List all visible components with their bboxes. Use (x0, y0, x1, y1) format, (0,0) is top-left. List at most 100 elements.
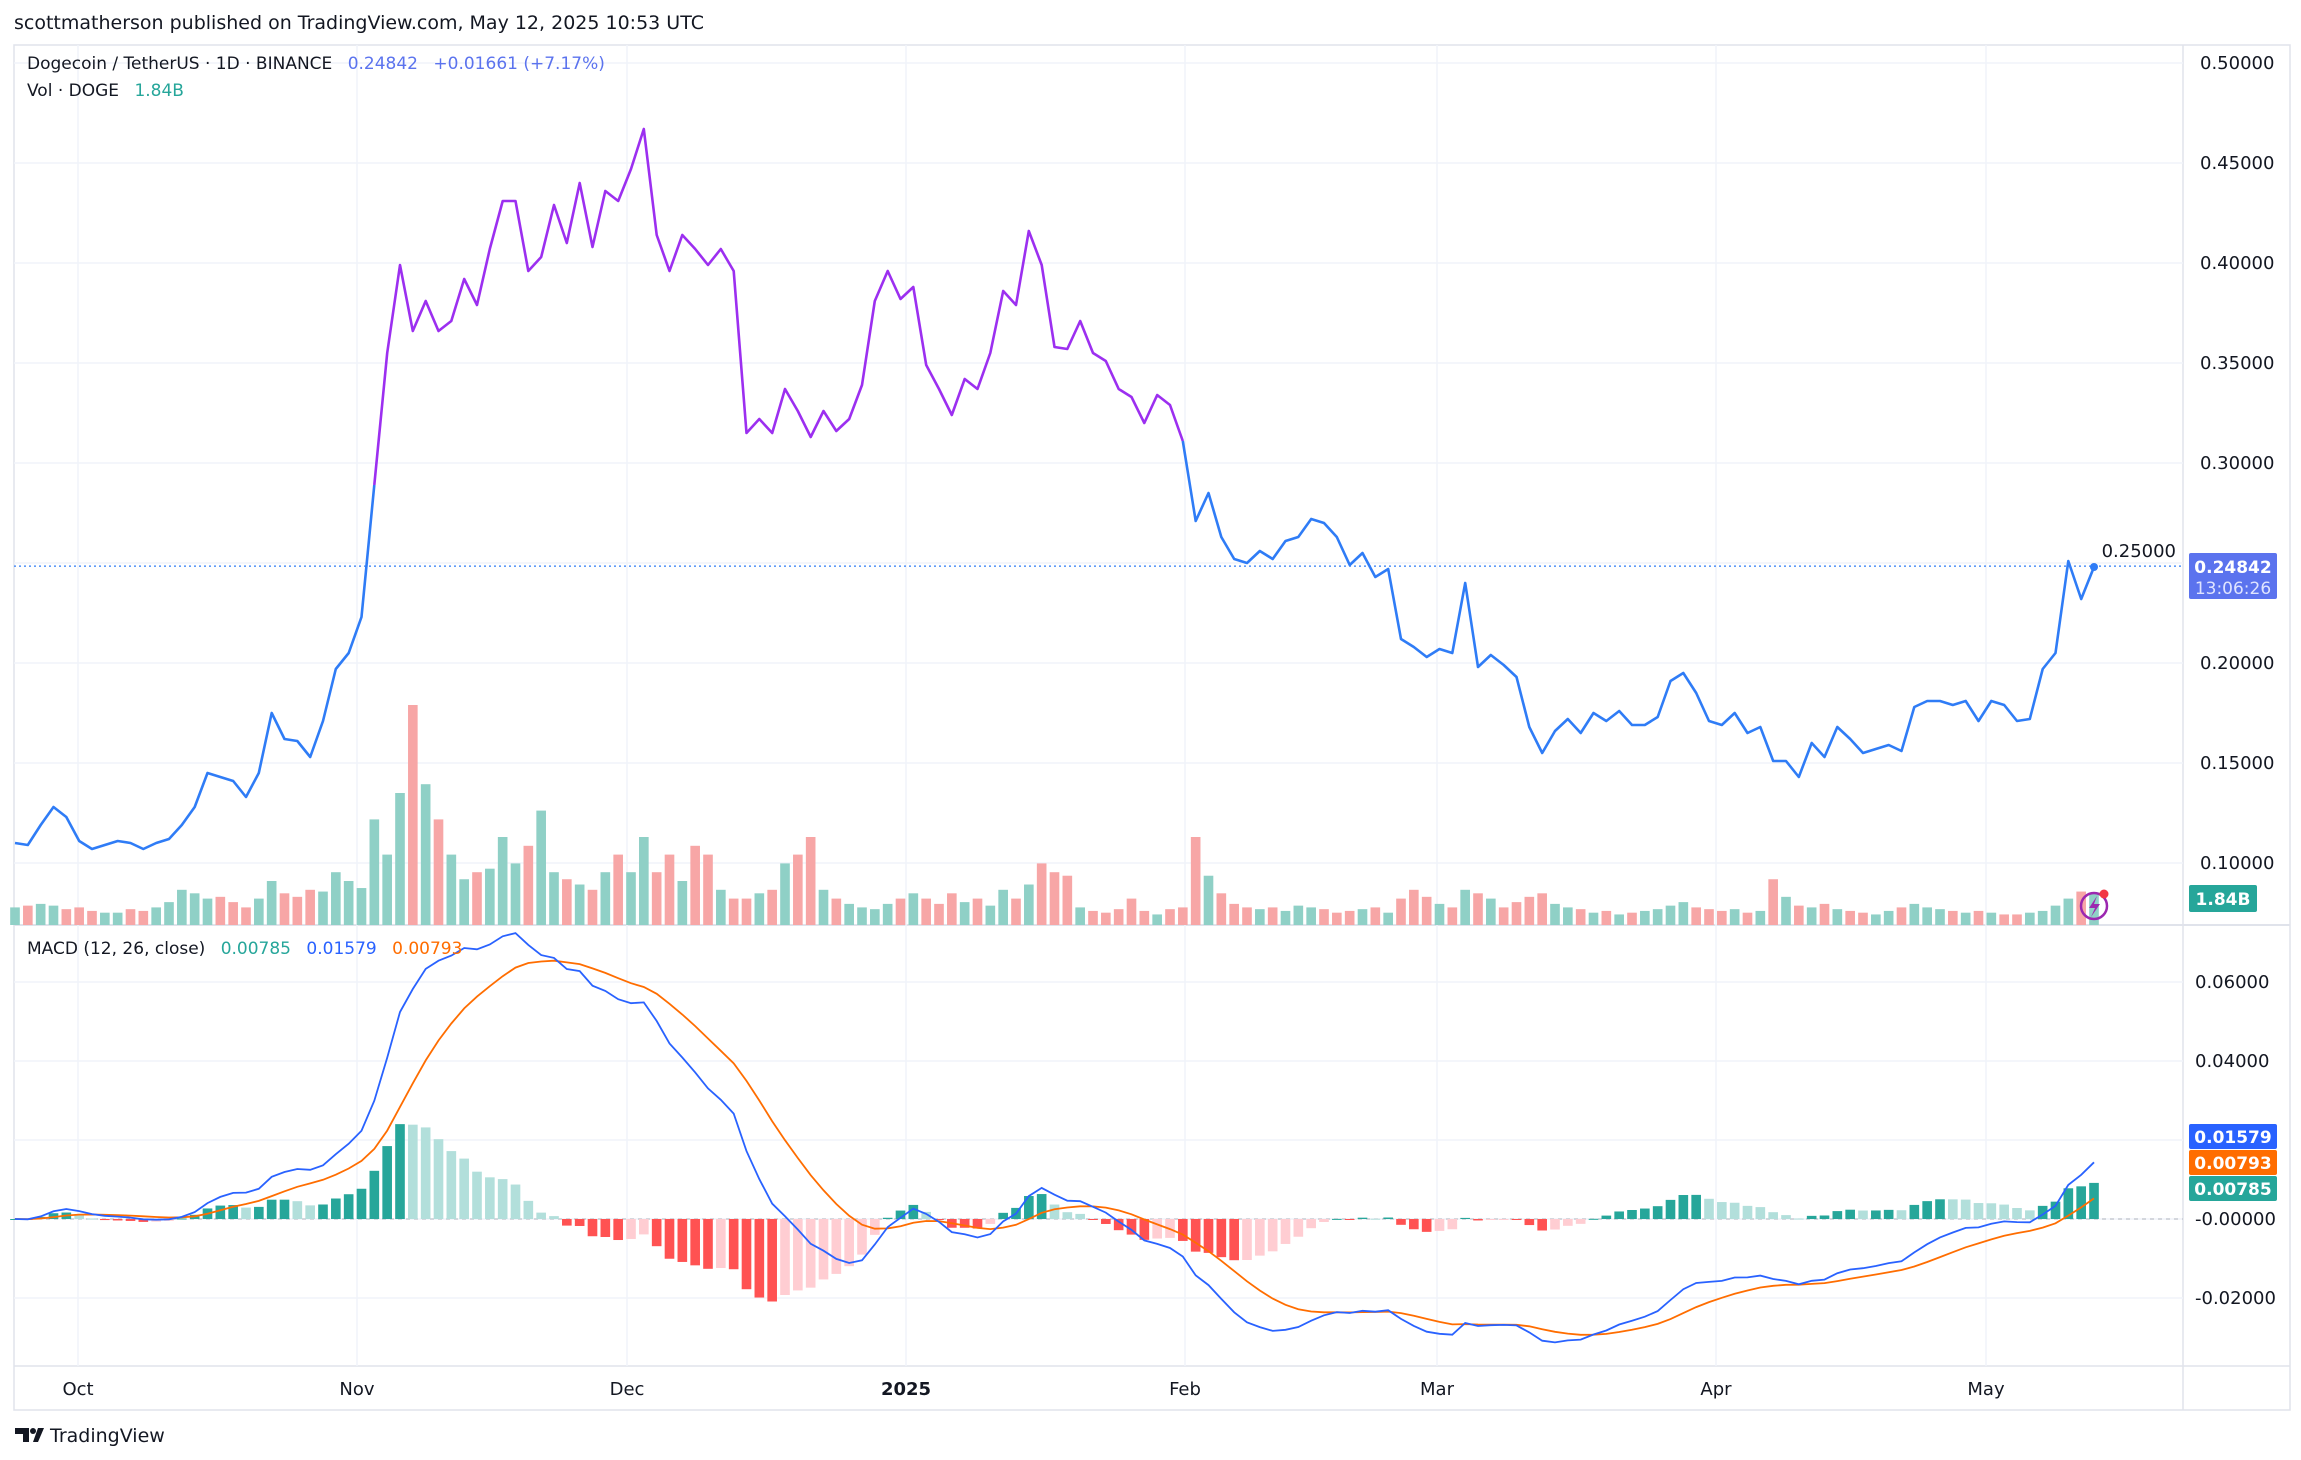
volume-bar (241, 907, 251, 925)
macd-histogram-bar (1306, 1219, 1316, 1229)
macd-histogram-bar (844, 1219, 854, 1267)
volume-bar (1498, 907, 1509, 925)
volume-badge-value: 1.84B (2196, 890, 2251, 910)
macd-histogram-bar (472, 1171, 482, 1219)
macd-histogram-bar (1819, 1215, 1830, 1219)
macd-histogram-bar (74, 1215, 84, 1219)
symbol-legend[interactable]: Dogecoin / TetherUS · 1D · BINANCE 0.248… (27, 54, 605, 74)
volume-bar (857, 907, 867, 925)
macd-histogram-bar (497, 1179, 508, 1219)
volume-bar (677, 881, 688, 925)
volume-bar (510, 863, 521, 925)
volume-bar (1101, 912, 1111, 925)
macd-histogram-bar (1473, 1219, 1483, 1221)
volume-bar (1973, 910, 1984, 925)
volume-bar (369, 819, 380, 925)
macd-histogram-bar (1178, 1219, 1188, 1241)
tradingview-logo-icon (15, 1428, 29, 1442)
volume-bar (1909, 903, 1920, 925)
lightning-icon[interactable] (2079, 889, 2109, 921)
signal-badge: 0.00793 (2194, 1154, 2271, 1174)
price-tick-label: 0.35000 (2200, 353, 2274, 374)
volume-bar (1383, 912, 1393, 925)
volume-bar (2025, 912, 2035, 925)
volume-bar (1729, 909, 1740, 925)
macd-histogram-bar (1024, 1196, 1034, 1219)
macd-histogram-bar (1434, 1219, 1445, 1231)
macd-histogram-bar (562, 1219, 572, 1226)
macd-histogram-bar (780, 1219, 790, 1295)
macd-histogram-bar (1255, 1219, 1265, 1256)
macd-histogram-bar (1396, 1219, 1406, 1225)
volume-bar (433, 819, 444, 925)
macd-histogram-bar (138, 1219, 149, 1222)
volume-bar (1486, 898, 1496, 925)
macd-histogram-bar (1242, 1219, 1252, 1260)
volume-bar (1460, 889, 1470, 925)
volume-bar (1999, 914, 2009, 925)
volume-bar (356, 888, 367, 925)
volume-bar (1332, 912, 1342, 925)
macd-histogram-bar (793, 1219, 803, 1291)
volume-bar (818, 889, 829, 925)
volume-bar (1190, 837, 1201, 925)
volume-bar (2037, 910, 2048, 925)
macd-histogram-bar (1858, 1210, 1868, 1219)
macd-histogram-bar (1665, 1199, 1676, 1219)
volume-bar (1563, 907, 1573, 925)
macd-histogram-bar (767, 1219, 777, 1302)
hist-badge: 0.00785 (2194, 1180, 2271, 1200)
macd-axis[interactable]: 0.06000 0.04000 -0.00000 -0.02000 (2195, 972, 2276, 1309)
macd-histogram-bar (1768, 1212, 1778, 1219)
macd-histogram-bar (1190, 1219, 1201, 1252)
macd-histogram-bar (1588, 1218, 1599, 1220)
macd-legend[interactable]: MACD (12, 26, close) 0.00785 0.01579 0.0… (27, 939, 462, 959)
macd-histogram-bar (318, 1204, 328, 1219)
time-tick-label: Mar (1420, 1379, 1455, 1400)
volume-bar (574, 884, 585, 925)
macd-series (10, 932, 2183, 1344)
price-axis[interactable]: 0.50000 0.45000 0.40000 0.35000 0.30000 0.250… (2102, 53, 2275, 874)
macd-histogram-bar (1421, 1219, 1432, 1232)
volume-bar (972, 898, 983, 925)
volume-bar (382, 854, 392, 925)
volume-bar (1832, 909, 1843, 925)
volume-bar (1704, 909, 1714, 925)
volume-legend[interactable]: Vol · DOGE 1.84B (27, 81, 184, 101)
volume-bar (1293, 905, 1304, 925)
macd-histogram-bar (549, 1216, 559, 1219)
volume-bar (1627, 912, 1637, 925)
macd-histogram-bar (587, 1219, 598, 1237)
volume-bar (1858, 912, 1868, 925)
volume-bar (947, 893, 957, 925)
macd-histogram-bar (1691, 1194, 1701, 1219)
time-axis[interactable]: Oct Nov Dec 2025 Feb Mar Apr May (62, 1379, 2005, 1400)
macd-histogram-bar (1113, 1219, 1124, 1231)
price-tick-label: 0.40000 (2200, 253, 2274, 274)
macd-line-value: 0.01579 (306, 939, 376, 959)
volume-bar (497, 837, 508, 925)
volume-bar (100, 912, 110, 925)
macd-histogram-bar (1640, 1208, 1650, 1219)
tradingview-logo[interactable]: TradingView (15, 1425, 165, 1447)
volume-bar (318, 891, 328, 925)
macd-histogram-bar (1049, 1204, 1060, 1219)
volume-bar (600, 872, 611, 925)
macd-histogram-bar (343, 1194, 354, 1219)
volume-bar (741, 898, 752, 925)
macd-histogram-bar (1742, 1205, 1753, 1219)
time-tick-label: Nov (339, 1379, 374, 1400)
macd-title: MACD (12, 26, close) (27, 939, 205, 959)
macd-histogram-bar (266, 1199, 277, 1219)
volume-bar (767, 889, 777, 925)
macd-histogram-bar (1036, 1194, 1047, 1219)
volume-bar (780, 863, 790, 925)
price-tick-label: 0.45000 (2200, 153, 2274, 174)
macd-histogram-bar (677, 1219, 688, 1262)
macd-histogram-bar (1370, 1218, 1381, 1220)
macd-histogram-bar (1627, 1209, 1637, 1219)
macd-histogram-bar (433, 1139, 444, 1219)
macd-histogram-bar (1486, 1219, 1496, 1220)
macd-histogram-bar (1447, 1219, 1458, 1230)
